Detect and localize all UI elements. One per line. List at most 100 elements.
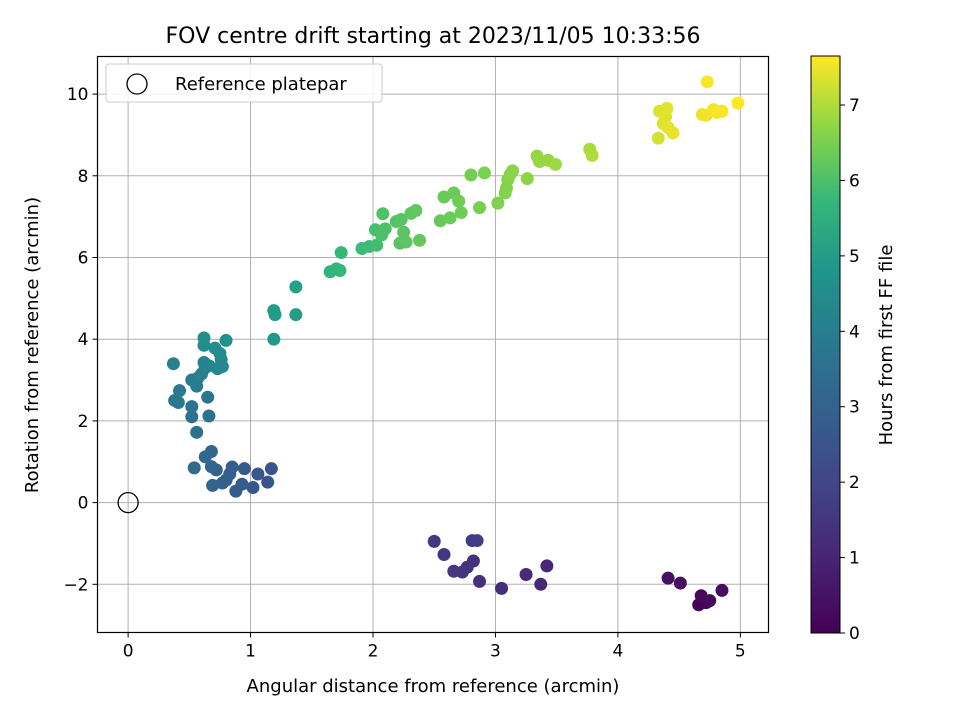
data-point	[246, 480, 260, 494]
data-point	[519, 567, 533, 581]
data-point	[452, 194, 466, 208]
colorbar-tick-label: 4	[849, 322, 860, 342]
legend-box	[105, 63, 383, 103]
data-point	[651, 131, 665, 145]
y-axis-label: Rotation from reference (arcmin)	[22, 197, 43, 493]
data-point	[229, 484, 243, 498]
data-point	[187, 461, 201, 475]
data-point	[202, 409, 216, 423]
data-point	[219, 333, 233, 347]
data-point	[399, 235, 413, 249]
data-point	[477, 166, 491, 180]
data-point	[206, 478, 220, 492]
data-point	[289, 280, 303, 294]
data-point	[171, 396, 185, 410]
data-point	[540, 559, 554, 573]
data-point	[251, 467, 265, 481]
data-point	[208, 341, 222, 355]
colorbar-tick-label: 3	[849, 398, 860, 418]
colorbar-tick-label: 7	[849, 96, 860, 116]
data-point	[703, 594, 717, 608]
legend: Reference platepar	[105, 63, 383, 103]
data-point	[454, 206, 468, 220]
data-point	[427, 534, 441, 548]
colorbar-ticks: 0 1 2 3 4 5 6 7	[840, 96, 860, 644]
chart-title: FOV centre drift starting at 2023/11/05 …	[166, 24, 701, 49]
y-tick-label: 2	[78, 412, 89, 432]
colorbar-tick-label: 1	[849, 549, 860, 569]
data-point	[409, 204, 423, 218]
data-point	[548, 157, 562, 171]
data-point	[185, 410, 199, 424]
data-point	[700, 75, 714, 89]
data-point	[370, 238, 384, 252]
y-tick-label: 4	[78, 330, 89, 350]
data-points	[166, 75, 745, 612]
data-point	[267, 304, 281, 318]
x-tick-label: 1	[245, 642, 256, 662]
data-point	[470, 534, 484, 548]
data-point	[464, 168, 478, 182]
data-point	[473, 574, 487, 588]
y-tick-label: −2	[63, 575, 88, 595]
data-point	[437, 190, 451, 204]
data-point	[520, 172, 534, 186]
x-tick-label: 5	[735, 642, 746, 662]
data-point	[378, 222, 392, 236]
data-point	[585, 148, 599, 162]
data-point	[413, 233, 427, 247]
colorbar: 0 1 2 3 4 5 6 7 Hours from first FF file	[810, 55, 897, 644]
data-point	[201, 390, 215, 404]
data-point	[666, 126, 680, 140]
colorbar-tick-label: 0	[849, 624, 860, 644]
data-point	[498, 186, 512, 200]
data-point	[506, 164, 520, 178]
data-point	[443, 211, 457, 225]
data-point	[491, 196, 505, 210]
plot-area-frame	[96, 55, 770, 634]
reference-platepar-marker	[117, 491, 139, 514]
data-point	[264, 462, 278, 476]
y-axis-ticks: −2 0 2 4 6 8 10	[63, 85, 98, 595]
colorbar-tick-label: 6	[849, 171, 860, 191]
data-point	[261, 475, 275, 489]
data-point	[673, 576, 687, 590]
y-tick-label: 8	[78, 167, 89, 187]
legend-marker-reference	[126, 73, 148, 95]
data-point	[237, 462, 251, 476]
colorbar-tick-label: 2	[849, 473, 860, 493]
y-tick-label: 10	[67, 85, 89, 105]
reference-marker-layer	[117, 491, 139, 514]
data-point	[495, 581, 509, 595]
data-point	[204, 460, 218, 474]
data-point	[334, 246, 348, 260]
data-point	[473, 201, 487, 215]
x-tick-label: 0	[123, 642, 134, 662]
y-tick-label: 6	[78, 248, 89, 268]
data-point	[190, 425, 204, 439]
data-point	[447, 564, 461, 578]
data-point	[197, 331, 211, 345]
x-tick-label: 4	[612, 642, 623, 662]
data-point	[394, 212, 408, 226]
data-point	[534, 577, 548, 591]
data-point	[166, 357, 180, 371]
data-point	[215, 476, 229, 490]
data-point	[289, 308, 303, 322]
x-axis-ticks: 0 1 2 3 4 5	[123, 632, 746, 662]
x-axis-label: Angular distance from reference (arcmin)	[247, 676, 620, 697]
data-point	[731, 96, 745, 110]
y-tick-label: 0	[78, 494, 89, 514]
data-point	[173, 384, 187, 398]
data-point	[661, 571, 675, 585]
x-tick-label: 3	[490, 642, 501, 662]
legend-entry-reference: Reference platepar	[175, 74, 347, 95]
data-point	[267, 332, 281, 346]
data-point	[333, 264, 347, 278]
data-point	[376, 207, 390, 221]
data-point	[437, 547, 451, 561]
data-point	[397, 225, 411, 239]
data-point	[660, 101, 674, 115]
